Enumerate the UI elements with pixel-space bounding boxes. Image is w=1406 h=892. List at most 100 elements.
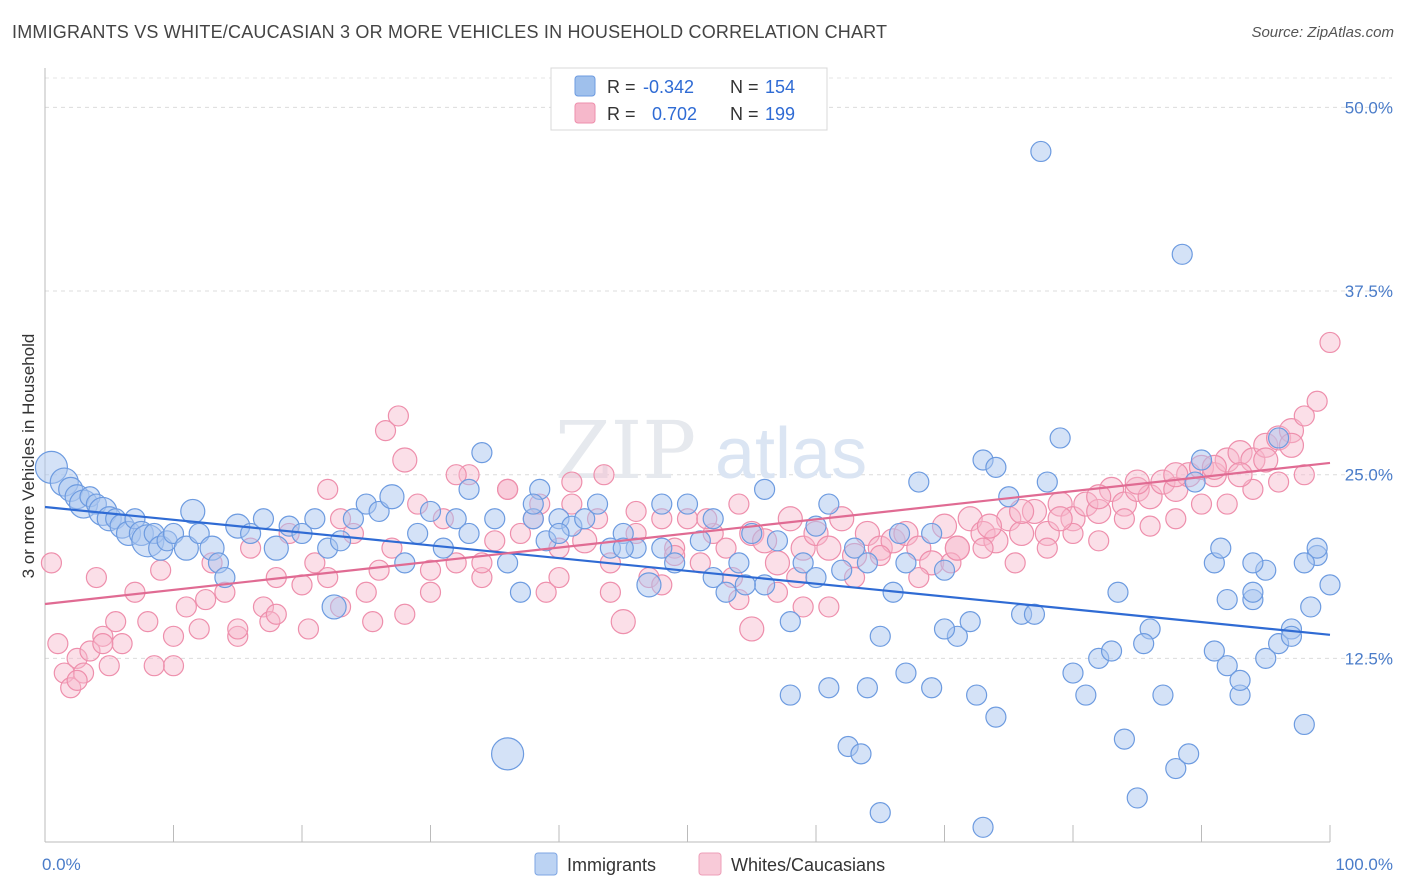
data-point (739, 616, 765, 642)
data-point (944, 535, 970, 561)
data-point (895, 662, 917, 684)
data-point (779, 684, 801, 706)
data-point (1242, 581, 1264, 603)
data-point (317, 478, 339, 500)
data-point (1133, 633, 1155, 655)
data-point (1036, 537, 1058, 559)
data-point (933, 559, 956, 581)
data-point (491, 737, 525, 771)
data-point (728, 552, 750, 574)
y-tick-label: 25.0% (1345, 466, 1393, 485)
data-point (664, 552, 686, 574)
data-point (374, 420, 397, 442)
data-point (329, 530, 352, 552)
data-point (779, 611, 801, 633)
data-point (574, 508, 596, 530)
data-point (92, 633, 114, 655)
data-point (342, 508, 364, 530)
data-point (651, 493, 673, 515)
data-point (66, 669, 88, 691)
data-point (497, 552, 519, 574)
data-point (484, 530, 506, 552)
data-point (1030, 140, 1052, 163)
x-tick-label: 0.0% (42, 855, 81, 874)
y-tick-label: 37.5% (1345, 282, 1393, 301)
data-point (1137, 484, 1163, 510)
data-point (1100, 640, 1123, 662)
data-point (47, 633, 69, 655)
data-point (933, 618, 956, 640)
data-point (304, 552, 326, 574)
data-point (419, 500, 442, 523)
data-point (792, 596, 814, 618)
data-point (985, 706, 1007, 728)
data-point (1293, 405, 1315, 427)
data-point (985, 456, 1007, 478)
data-point (816, 535, 842, 561)
data-point (715, 537, 737, 559)
data-point (715, 581, 737, 603)
data-point (150, 559, 172, 581)
data-point (959, 611, 981, 633)
data-point (445, 508, 467, 530)
data-point (317, 566, 339, 589)
data-point (1004, 552, 1026, 574)
data-point (1124, 469, 1150, 495)
data-point (921, 677, 943, 699)
data-point (651, 537, 673, 559)
data-point (805, 515, 827, 537)
data-point (676, 493, 699, 515)
data-point (1293, 552, 1315, 574)
data-point (1216, 655, 1238, 677)
data-point (394, 603, 416, 625)
data-point (1267, 471, 1290, 493)
data-point (419, 581, 442, 603)
legend-box: R = -0.342 N = 154 R = 0.702 N = 199 (550, 67, 828, 131)
data-point (689, 530, 711, 552)
data-point (522, 493, 544, 515)
data-point (777, 506, 803, 532)
data-point (895, 552, 917, 574)
bottom-legend-swatch-whites (698, 852, 722, 876)
data-point (1300, 596, 1322, 618)
data-point (407, 522, 429, 545)
data-point (869, 802, 891, 824)
data-point (1171, 243, 1193, 265)
data-point (497, 478, 519, 500)
data-point (548, 522, 570, 545)
data-point (1098, 476, 1125, 502)
data-point (1267, 427, 1290, 449)
data-point (484, 508, 506, 530)
data-point (98, 655, 120, 677)
legend-n-label-1: N = (730, 77, 759, 97)
data-point (1293, 713, 1315, 736)
data-point (792, 552, 814, 574)
data-point (869, 625, 891, 647)
data-point (143, 655, 165, 677)
data-point (1255, 647, 1277, 669)
data-point (599, 581, 622, 603)
data-point (906, 535, 932, 561)
data-point (1210, 537, 1232, 559)
data-point (1214, 447, 1240, 473)
data-point (1088, 530, 1110, 552)
data-point (1319, 331, 1341, 354)
data-point (753, 478, 776, 500)
x-tick-labels: 0.0% 100.0% (42, 855, 1393, 874)
data-point (362, 611, 384, 633)
data-point (162, 655, 185, 677)
data-point (612, 537, 634, 559)
data-point (561, 493, 583, 515)
data-point (379, 484, 405, 510)
data-point (586, 493, 609, 515)
data-point (1163, 462, 1189, 488)
data-point (548, 566, 570, 589)
data-point (728, 493, 750, 515)
data-point (1008, 498, 1035, 525)
data-point (856, 552, 879, 574)
legend-n-value-2: 199 (765, 104, 795, 124)
x-tick-label: 100.0% (1335, 855, 1393, 874)
data-point (304, 508, 326, 530)
legend-swatch-immigrants (574, 75, 596, 97)
